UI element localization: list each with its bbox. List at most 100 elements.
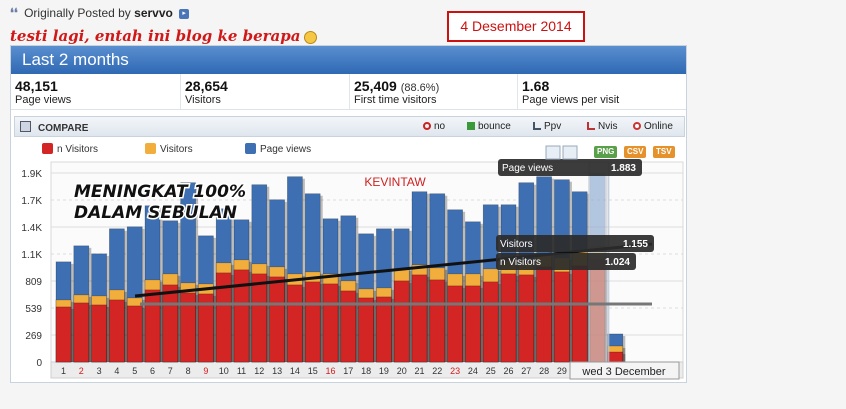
bar-shadow-visitors (427, 266, 430, 362)
view-post-icon[interactable]: ▸ (179, 8, 190, 19)
bar-shadow-visitors (213, 285, 216, 362)
export-tsv-button[interactable]: TSV (653, 146, 675, 158)
bar-shadow-n-visitors (409, 282, 412, 362)
bar-n-visitors (500, 273, 517, 363)
compare-nvis-button[interactable]: Nvis (587, 121, 617, 132)
x-tick-label: 27 (521, 366, 531, 376)
y-tick-label: 269 (25, 331, 42, 342)
x-tick-label: 20 (397, 366, 407, 376)
compare-bounce-button[interactable]: bounce (467, 121, 511, 132)
bar-shadow-n-visitors (213, 295, 216, 362)
x-tick-label: 3 (97, 366, 102, 376)
hover-date-box (569, 361, 680, 380)
bar-n-visitors (215, 272, 232, 363)
annotation-date-box: 4 Desember 2014 (447, 11, 585, 42)
bar-shadow-n-visitors (373, 299, 377, 362)
post-author[interactable]: servvo (134, 6, 173, 20)
bar-shadow-n-visitors (427, 276, 430, 362)
bar-shadow-n-visitors (160, 291, 163, 362)
x-tick-label: 16 (325, 366, 335, 376)
bar-shadow-n-visitors (444, 281, 448, 362)
stat-value: 1.68 (522, 78, 550, 94)
bar-shadow-visitors (480, 275, 483, 362)
ppv-icon (533, 122, 541, 130)
stat-value: 48,151 (15, 78, 58, 94)
tooltip-value: 1.155 (623, 239, 648, 250)
stat-value: 25,409 (354, 78, 397, 94)
stat-label: Page views per visit (522, 94, 620, 106)
bar-shadow-n-visitors (302, 286, 305, 362)
export-png-button[interactable]: PNG (594, 146, 618, 158)
bar-n-visitors (482, 281, 499, 363)
bar-n-visitors (447, 285, 463, 363)
bar-shadow-visitors (462, 275, 466, 362)
bar-shadow-page-views (160, 207, 163, 362)
bar-shadow-page-views (444, 195, 448, 362)
bar-n-visitors (376, 296, 392, 363)
x-tick-label: 4 (114, 366, 119, 376)
bar-shadow-n-visitors (480, 287, 483, 362)
stat-label: First time visitors (354, 94, 437, 106)
compare-toggle[interactable]: COMPARE (20, 121, 88, 134)
export-csv-button[interactable]: CSV (624, 146, 647, 158)
bar-shadow-n-visitors (195, 294, 199, 362)
x-tick-label: 15 (308, 366, 318, 376)
bar-shadow-visitors (195, 284, 199, 362)
bar-shadow-n-visitors (338, 285, 341, 362)
compare-ppv-button[interactable]: Ppv (533, 121, 561, 132)
compare-button-label: no (434, 121, 446, 132)
tooltip-label: n Visitors (500, 257, 541, 268)
bar-shadow-page-views (551, 178, 555, 362)
bar-shadow-visitors (516, 262, 519, 362)
stat-extra: (88.6%) (400, 82, 440, 94)
legend-visitors[interactable]: Visitors (145, 143, 193, 155)
bar-shadow-n-visitors (587, 267, 590, 362)
x-tick-label: 28 (539, 366, 549, 376)
annotation-text: DALAM SEBULAN (74, 203, 237, 223)
bar-n-visitors (536, 266, 552, 363)
bar-shadow-page-views (302, 178, 305, 362)
y-tick-label: 1.1K (21, 250, 42, 261)
y-tick-label: 1.4K (21, 223, 42, 234)
bar-n-visitors (233, 269, 250, 363)
bar-shadow-page-views (373, 235, 377, 362)
bar-n-visitors (251, 273, 268, 363)
legend-n-visitors[interactable]: n Visitors (42, 143, 98, 155)
bar-shadow-page-views (427, 193, 430, 362)
bar-n-visitors (518, 274, 535, 363)
bar-shadow-visitors (587, 253, 590, 362)
bar-shadow-n-visitors (249, 271, 252, 362)
compare-no-button[interactable]: no (423, 121, 445, 132)
compare-online-button[interactable]: Online (633, 121, 673, 132)
x-tick-label: 11 (237, 366, 246, 376)
legend-page-views[interactable]: Page views (245, 143, 311, 155)
bar-shadow-n-visitors (533, 276, 537, 362)
bar-n-visitors (144, 289, 161, 363)
x-tick-label: 23 (450, 366, 460, 376)
compare-button-label: Ppv (544, 121, 562, 132)
bar-shadow-page-views (622, 335, 626, 362)
stat-visitors: 28,654 Visitors (181, 74, 350, 109)
bar-shadow-visitors (444, 269, 448, 362)
bar-shadow-visitors (266, 265, 270, 362)
compare-button-label: Nvis (598, 121, 618, 132)
bar-shadow-visitors (284, 268, 288, 362)
bar-shadow-page-views (213, 237, 216, 362)
online-icon (633, 122, 641, 130)
bar-shadow-page-views (71, 263, 74, 362)
legend-swatch (42, 143, 53, 154)
bar-shadow-n-visitors (551, 268, 555, 362)
x-tick-label: 6 (150, 366, 155, 376)
annotation-text: MENINGKAT 100% (74, 182, 246, 202)
bar-shadow-page-views (587, 193, 590, 362)
bar-chart-icon (545, 145, 561, 160)
bar-n-visitors (429, 279, 446, 363)
bar-shadow-page-views (391, 230, 394, 362)
hover-date-label: wed 3 December (581, 366, 665, 378)
y-tick-label: 1.7K (21, 196, 42, 207)
stat-label: Visitors (185, 94, 221, 106)
bar-n-visitors (393, 280, 410, 363)
legend-swatch (145, 143, 156, 154)
bar-n-visitors (571, 265, 588, 363)
